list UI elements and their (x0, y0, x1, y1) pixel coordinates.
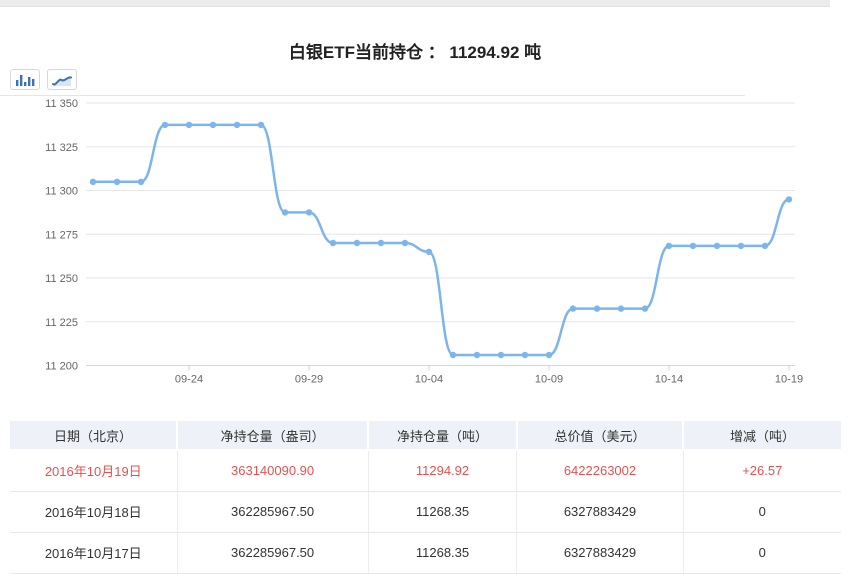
header-cell: 增减（吨） (683, 421, 841, 450)
svg-text:11 225: 11 225 (45, 317, 78, 329)
y-gridlines (86, 102, 795, 366)
chart-canvas[interactable]: 11 200 11 225 11 250 11 275 11 300 11 325 11 3… (0, 90, 830, 395)
table-cell: 362285967.50 (177, 491, 369, 533)
bar-chart-button[interactable] (10, 69, 40, 90)
table-row: 2016年10月17日 362285967.50 11268.35 632788342… (10, 532, 841, 574)
svg-text:11 300: 11 300 (45, 186, 78, 198)
series-line (93, 123, 790, 357)
table-row: 2016年10月19日 363140090.90 11294.92 642226300… (10, 450, 841, 492)
table-cell: 6327883429 (516, 491, 684, 533)
table-cell: 6327883429 (516, 532, 684, 574)
svg-text:11 325: 11 325 (45, 142, 78, 154)
table-header: 日期（北京） 净持仓量（盎司） 净持仓量（吨） 总价值（美元） 增减（吨） (10, 421, 841, 450)
svg-text:10-09: 10-09 (535, 374, 563, 386)
toolbar-divider (0, 95, 745, 96)
holdings-table: 日期（北京） 净持仓量（盎司） 净持仓量（吨） 总价值（美元） 增减（吨） 2016年1… (10, 421, 841, 574)
table-row: 2016年10月18日 362285967.50 11268.35 632788342… (10, 491, 841, 533)
table-cell: 2016年10月18日 (10, 491, 178, 533)
svg-text:11 275: 11 275 (45, 229, 78, 241)
table-cell: 0 (683, 491, 841, 533)
chart-type-toolbar (10, 69, 77, 90)
table-cell: 362285967.50 (177, 532, 369, 574)
table-cell: 2016年10月17日 (10, 532, 178, 574)
svg-text:10-19: 10-19 (775, 374, 803, 386)
table-cell: 11268.35 (368, 532, 518, 574)
y-axis-labels: 11 200 11 225 11 250 11 275 11 300 11 325 11 3… (45, 98, 78, 373)
table-cell: 11268.35 (368, 491, 518, 533)
holdings-chart: 11 200 11 225 11 250 11 275 11 300 11 325 11 3… (0, 90, 830, 395)
line-chart-button[interactable] (47, 69, 77, 90)
header-cell: 净持仓量（吨） (368, 421, 518, 450)
header-cell: 净持仓量（盎司） (177, 421, 370, 450)
svg-text:11 200: 11 200 (45, 361, 78, 373)
table-cell: 2016年10月19日 (10, 450, 178, 492)
header-cell: 总价值（美元） (516, 421, 685, 450)
page-title: 白银ETF当前持仓 ： 11294.92 吨 (288, 43, 542, 62)
series-markers (89, 121, 793, 359)
bar-chart-icon (16, 74, 35, 86)
svg-text:11 350: 11 350 (45, 98, 78, 110)
svg-text:10-14: 10-14 (655, 374, 683, 386)
x-axis-labels: 09-24 09-29 10-04 10-09 10-14 10-19 (175, 374, 803, 386)
table-cell: 0 (683, 532, 841, 574)
x-axis-ticks (188, 365, 790, 371)
svg-text:09-29: 09-29 (295, 374, 323, 386)
table-cell: 363140090.90 (177, 450, 369, 492)
table-cell: +26.57 (683, 450, 841, 492)
table-cell: 6422263002 (516, 450, 684, 492)
table-cell: 11294.92 (368, 450, 518, 492)
svg-text:10-04: 10-04 (415, 374, 443, 386)
line-chart-icon (52, 75, 72, 86)
svg-text:11 250: 11 250 (45, 273, 78, 285)
svg-text:09-24: 09-24 (175, 374, 203, 386)
header-cell: 日期（北京） (10, 421, 179, 450)
top-scroll-strip (0, 0, 830, 7)
